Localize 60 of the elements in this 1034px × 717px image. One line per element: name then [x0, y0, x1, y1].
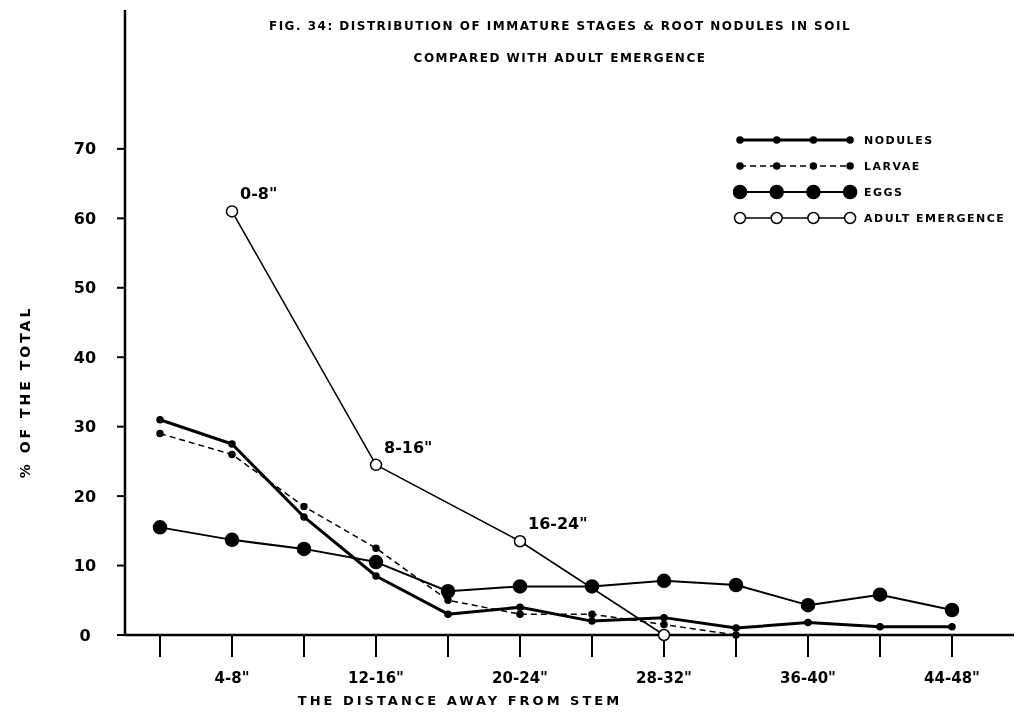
point: [516, 610, 524, 618]
point: [948, 622, 956, 631]
y-tick-label: 40: [73, 347, 97, 367]
point: [156, 429, 164, 438]
point: [588, 617, 596, 625]
y-axis-title: % OF THE TOTAL: [17, 305, 33, 479]
y-tick-label: 30: [73, 417, 97, 437]
point: [440, 584, 456, 599]
legend-label: ADULT EMERGENCE: [864, 211, 1006, 225]
point: [152, 520, 168, 535]
annotation: 8-16": [384, 437, 433, 457]
point: [516, 603, 524, 611]
point: [156, 415, 164, 424]
point: [804, 618, 812, 627]
text: COMPARED WITH ADULT EMERGENCE: [413, 51, 707, 65]
point: [228, 440, 236, 448]
x-axis-title: THE DISTANCE AWAY FROM STEM: [297, 693, 623, 708]
y-tick-label: 50: [73, 278, 97, 298]
y-tick-label: 20: [73, 486, 97, 506]
legend-label: LARVAE: [864, 159, 921, 173]
point: [660, 620, 668, 629]
y-tick-label: 0: [79, 625, 91, 645]
y-tick-label: 10: [73, 556, 97, 576]
point: [732, 631, 740, 639]
point: [872, 587, 888, 602]
x-tick-label: 36-40": [780, 669, 836, 687]
y-tick-label: 60: [73, 208, 97, 228]
annotation: 0-8": [240, 184, 278, 204]
point: [657, 628, 671, 642]
annotation: 16-24": [528, 514, 588, 534]
x-tick-label: 4-8": [214, 669, 250, 687]
point: [728, 577, 744, 593]
legend-label: EGGS: [864, 185, 904, 199]
point: [228, 450, 236, 459]
x-tick-label: 12-16": [348, 669, 404, 687]
y-tick-label: 70: [73, 139, 97, 159]
legend-label: NODULES: [864, 133, 934, 147]
point: [368, 554, 384, 570]
point: [944, 602, 960, 618]
point: [300, 502, 308, 511]
point: [732, 624, 740, 632]
point: [224, 532, 240, 548]
x-tick-label: 20-24": [492, 669, 548, 687]
point: [444, 610, 452, 618]
point: [300, 513, 308, 521]
point: [372, 544, 380, 552]
text: FIG. 34: DISTRIBUTION OF IMMATURE STAGES & ROOT NODULES IN SOIL: [268, 19, 852, 33]
x-tick-label: 44-48": [924, 669, 980, 687]
point: [800, 597, 816, 613]
point: [656, 573, 672, 589]
point: [876, 622, 884, 631]
x-tick-label: 28-32": [636, 669, 692, 687]
point: [660, 613, 668, 622]
point: [512, 579, 528, 594]
point: [513, 535, 527, 548]
point: [372, 572, 380, 580]
point: [225, 205, 239, 218]
point: [588, 610, 596, 618]
point: [296, 541, 312, 557]
point: [369, 458, 383, 472]
